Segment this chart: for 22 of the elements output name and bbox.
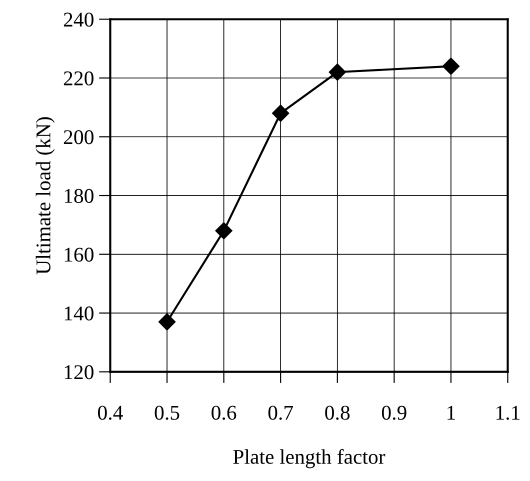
y-axis-title: Ultimate load (kN) [36, 117, 55, 274]
point [272, 104, 290, 122]
y-tick-label: 240 [64, 12, 94, 27]
x-tick-label: 0.8 [325, 406, 350, 420]
x-tick-label: 1.1 [496, 406, 520, 420]
x-tick-label: 0.4 [98, 406, 123, 420]
y-tick-label: 120 [64, 365, 94, 380]
y-tick-label: 220 [64, 71, 94, 86]
x-axis-title: Plate length factor [233, 449, 386, 468]
y-tick-label: 180 [64, 188, 94, 203]
y-tick-label: 160 [64, 248, 94, 262]
y-tick-label: 140 [64, 306, 94, 320]
point [328, 64, 346, 81]
x-tick-label: 0.9 [382, 406, 406, 420]
x-tick-label: 0.5 [154, 406, 180, 420]
x-tick-label: 0.6 [212, 406, 236, 420]
point [158, 313, 176, 330]
x-tick-label: 1 [448, 406, 455, 420]
y-tick-label: 200 [64, 130, 94, 144]
point [442, 58, 460, 75]
x-tick-label: 0.7 [268, 406, 294, 420]
point [215, 222, 232, 240]
